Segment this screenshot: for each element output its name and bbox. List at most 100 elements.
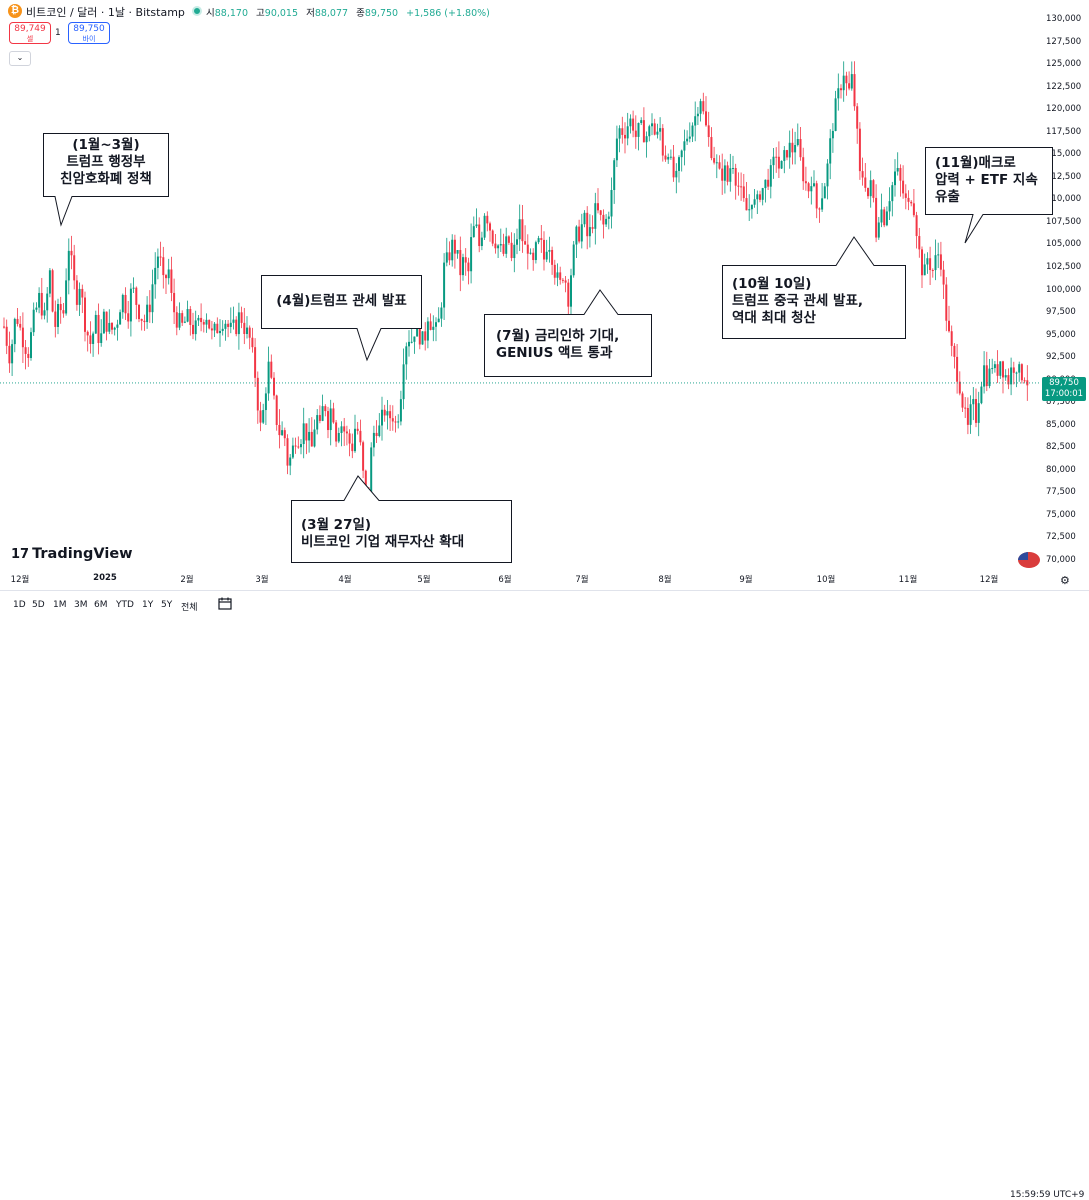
candle-body bbox=[575, 226, 578, 245]
callout-oct10-line3: 역대 최대 청산 bbox=[732, 310, 816, 326]
collapse-legend-button[interactable]: ⌄ bbox=[9, 51, 31, 66]
date-range-calendar-icon[interactable] bbox=[218, 597, 232, 610]
candle-body bbox=[262, 410, 265, 423]
candle-body bbox=[54, 311, 57, 327]
candle bbox=[313, 419, 316, 448]
candle-body bbox=[286, 438, 289, 466]
y-tick-label: 112,500 bbox=[1046, 171, 1082, 182]
candle bbox=[688, 122, 691, 143]
candle-body bbox=[491, 230, 494, 244]
candle-body bbox=[899, 167, 902, 181]
symbol-title[interactable]: 비트코인 / 달러 · 1날 · Bitstamp bbox=[26, 6, 185, 19]
candle-body bbox=[516, 239, 518, 245]
candle bbox=[305, 423, 308, 455]
callout-july-line1: (7월) 금리인하 기대, bbox=[496, 328, 620, 344]
candle bbox=[259, 401, 262, 432]
candle-body bbox=[316, 415, 319, 430]
timeframe-button[interactable]: 전체 bbox=[181, 603, 198, 613]
candle-body bbox=[788, 142, 791, 158]
candle-body bbox=[51, 270, 54, 312]
candle bbox=[81, 284, 84, 314]
settings-gear-icon[interactable]: ⚙ bbox=[1060, 574, 1070, 587]
candle bbox=[637, 122, 640, 151]
candle bbox=[472, 216, 475, 238]
sell-price: 89,749 bbox=[14, 24, 46, 34]
timeframe-button[interactable]: 1Y bbox=[142, 600, 154, 610]
candle bbox=[894, 159, 896, 197]
candle bbox=[192, 312, 194, 340]
timeframe-button[interactable]: 1D bbox=[13, 600, 26, 610]
candle-body bbox=[97, 314, 100, 344]
candle bbox=[918, 227, 921, 258]
candle-body bbox=[761, 188, 764, 200]
y-tick-label: 80,000 bbox=[1046, 464, 1076, 475]
candle-body bbox=[59, 304, 62, 311]
low-label: 저 bbox=[306, 8, 315, 19]
candle-body bbox=[645, 136, 648, 143]
candle-body bbox=[300, 444, 302, 448]
candle-body bbox=[750, 204, 753, 210]
timeframe-button[interactable]: YTD bbox=[116, 600, 134, 610]
candle-body bbox=[267, 361, 270, 394]
candle bbox=[961, 391, 964, 413]
candle-body bbox=[534, 242, 537, 261]
price-chart[interactable] bbox=[0, 0, 1040, 590]
candle-body bbox=[572, 244, 575, 276]
timeframe-button[interactable]: 5Y bbox=[161, 600, 173, 610]
candle-body bbox=[780, 160, 783, 169]
currency-flag-icon[interactable] bbox=[1018, 552, 1040, 568]
candle bbox=[921, 246, 923, 289]
timeframe-button[interactable]: 6M bbox=[94, 600, 108, 610]
candle-body bbox=[229, 322, 232, 327]
spread-value: 1 bbox=[55, 28, 61, 38]
candle bbox=[707, 111, 710, 147]
x-tick-label: 2025 bbox=[93, 573, 117, 583]
candle bbox=[748, 194, 751, 221]
candle bbox=[348, 429, 351, 457]
candle-body bbox=[273, 377, 275, 396]
candle bbox=[32, 302, 35, 336]
candle bbox=[445, 237, 448, 267]
ohlc-values: 시88,170 고90,015 저88,077 종89,750 +1,586 (… bbox=[206, 5, 495, 19]
candle-body bbox=[896, 167, 899, 172]
candle bbox=[92, 331, 95, 357]
candle-body bbox=[381, 409, 383, 426]
candle bbox=[229, 307, 232, 334]
candle bbox=[564, 275, 567, 293]
candle-body bbox=[270, 361, 273, 378]
candle bbox=[521, 205, 524, 253]
candle-body bbox=[745, 198, 748, 211]
close-value: 89,750 bbox=[364, 8, 399, 19]
candle-body bbox=[640, 120, 643, 124]
candle bbox=[759, 190, 761, 203]
candle bbox=[108, 309, 111, 335]
price-axis[interactable]: 130,000 127,500 125,000 122,500 120,000 117,5… bbox=[1040, 0, 1089, 590]
candle-body bbox=[815, 183, 818, 209]
candle bbox=[127, 301, 130, 329]
timeframe-button[interactable]: 3M bbox=[74, 600, 88, 610]
y-tick-label: 82,500 bbox=[1046, 442, 1076, 453]
candle-body bbox=[327, 411, 329, 431]
timeframe-button[interactable]: 5D bbox=[32, 600, 45, 610]
candle-body bbox=[251, 337, 254, 348]
buy-button[interactable]: 89,750 바이 bbox=[68, 22, 110, 44]
candle-body bbox=[135, 287, 138, 305]
tradingview-logo[interactable]: 17 TradingView bbox=[11, 546, 133, 562]
candle-body bbox=[70, 250, 73, 256]
high-value: 90,015 bbox=[264, 8, 299, 19]
sell-button[interactable]: 89,749 셀 bbox=[9, 22, 51, 44]
candle-body bbox=[996, 364, 999, 376]
candle-body bbox=[313, 429, 316, 447]
countdown-value: 17:00:01 bbox=[1044, 389, 1084, 399]
candle bbox=[119, 309, 122, 325]
candle-body bbox=[243, 322, 246, 335]
candle-body bbox=[159, 256, 162, 258]
candle-body bbox=[486, 215, 489, 224]
candle bbox=[397, 414, 400, 429]
candle bbox=[362, 440, 365, 479]
candle-body bbox=[818, 208, 821, 210]
timeframe-button[interactable]: 1M bbox=[53, 600, 67, 610]
candle-body bbox=[551, 249, 554, 265]
utc-clock[interactable]: 15:59:59 UTC+9 bbox=[1010, 1190, 1085, 1200]
candle bbox=[399, 390, 402, 426]
